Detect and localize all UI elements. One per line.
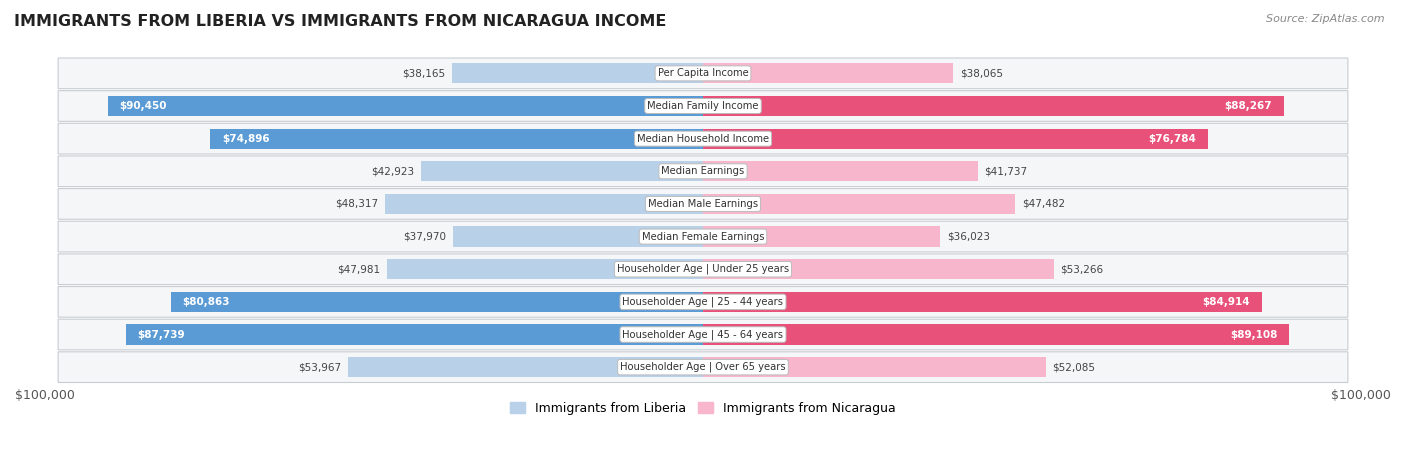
Text: Source: ZipAtlas.com: Source: ZipAtlas.com bbox=[1267, 14, 1385, 24]
Bar bbox=[703, 128, 1208, 149]
Text: $89,108: $89,108 bbox=[1230, 330, 1278, 340]
Text: Median Family Income: Median Family Income bbox=[647, 101, 759, 111]
FancyBboxPatch shape bbox=[58, 221, 1348, 252]
FancyBboxPatch shape bbox=[58, 319, 1348, 350]
Bar bbox=[703, 325, 1289, 345]
Text: $53,266: $53,266 bbox=[1060, 264, 1104, 274]
Text: Householder Age | Over 65 years: Householder Age | Over 65 years bbox=[620, 362, 786, 372]
Text: Median Male Earnings: Median Male Earnings bbox=[648, 199, 758, 209]
Bar bbox=[703, 357, 1046, 377]
Bar bbox=[387, 259, 703, 279]
Text: $76,784: $76,784 bbox=[1149, 134, 1197, 144]
Bar bbox=[703, 226, 941, 247]
Text: $47,981: $47,981 bbox=[337, 264, 381, 274]
FancyBboxPatch shape bbox=[58, 91, 1348, 121]
Bar bbox=[108, 96, 703, 116]
Legend: Immigrants from Liberia, Immigrants from Nicaragua: Immigrants from Liberia, Immigrants from… bbox=[505, 396, 901, 420]
Bar bbox=[385, 194, 703, 214]
Text: IMMIGRANTS FROM LIBERIA VS IMMIGRANTS FROM NICARAGUA INCOME: IMMIGRANTS FROM LIBERIA VS IMMIGRANTS FR… bbox=[14, 14, 666, 29]
FancyBboxPatch shape bbox=[58, 287, 1348, 317]
Text: Householder Age | 45 - 64 years: Householder Age | 45 - 64 years bbox=[623, 329, 783, 340]
Text: $41,737: $41,737 bbox=[984, 166, 1028, 176]
Text: Median Female Earnings: Median Female Earnings bbox=[641, 232, 765, 241]
Bar bbox=[209, 128, 703, 149]
Bar bbox=[703, 259, 1053, 279]
Text: $88,267: $88,267 bbox=[1225, 101, 1272, 111]
Bar bbox=[453, 226, 703, 247]
Text: $37,970: $37,970 bbox=[404, 232, 447, 241]
FancyBboxPatch shape bbox=[58, 189, 1348, 219]
Bar bbox=[703, 292, 1261, 312]
Text: $80,863: $80,863 bbox=[183, 297, 231, 307]
Text: $42,923: $42,923 bbox=[371, 166, 413, 176]
FancyBboxPatch shape bbox=[58, 58, 1348, 89]
Text: $47,482: $47,482 bbox=[1022, 199, 1066, 209]
Text: Per Capita Income: Per Capita Income bbox=[658, 68, 748, 78]
Bar bbox=[451, 63, 703, 84]
Bar bbox=[347, 357, 703, 377]
FancyBboxPatch shape bbox=[58, 156, 1348, 187]
Text: Median Earnings: Median Earnings bbox=[661, 166, 745, 176]
FancyBboxPatch shape bbox=[58, 352, 1348, 382]
Text: $38,165: $38,165 bbox=[402, 68, 446, 78]
Text: $90,450: $90,450 bbox=[120, 101, 167, 111]
Text: Householder Age | 25 - 44 years: Householder Age | 25 - 44 years bbox=[623, 297, 783, 307]
Text: $84,914: $84,914 bbox=[1202, 297, 1250, 307]
Text: $36,023: $36,023 bbox=[946, 232, 990, 241]
FancyBboxPatch shape bbox=[58, 254, 1348, 284]
Text: $52,085: $52,085 bbox=[1052, 362, 1095, 372]
FancyBboxPatch shape bbox=[58, 123, 1348, 154]
Text: $74,896: $74,896 bbox=[222, 134, 270, 144]
Text: Householder Age | Under 25 years: Householder Age | Under 25 years bbox=[617, 264, 789, 275]
Bar bbox=[420, 161, 703, 181]
Bar bbox=[703, 63, 953, 84]
Bar bbox=[703, 96, 1284, 116]
Bar bbox=[703, 194, 1015, 214]
Text: $38,065: $38,065 bbox=[960, 68, 1002, 78]
Text: $53,967: $53,967 bbox=[298, 362, 342, 372]
Text: $48,317: $48,317 bbox=[336, 199, 378, 209]
Bar bbox=[125, 325, 703, 345]
Text: Median Household Income: Median Household Income bbox=[637, 134, 769, 144]
Bar bbox=[703, 161, 977, 181]
Bar bbox=[172, 292, 703, 312]
Text: $87,739: $87,739 bbox=[138, 330, 186, 340]
